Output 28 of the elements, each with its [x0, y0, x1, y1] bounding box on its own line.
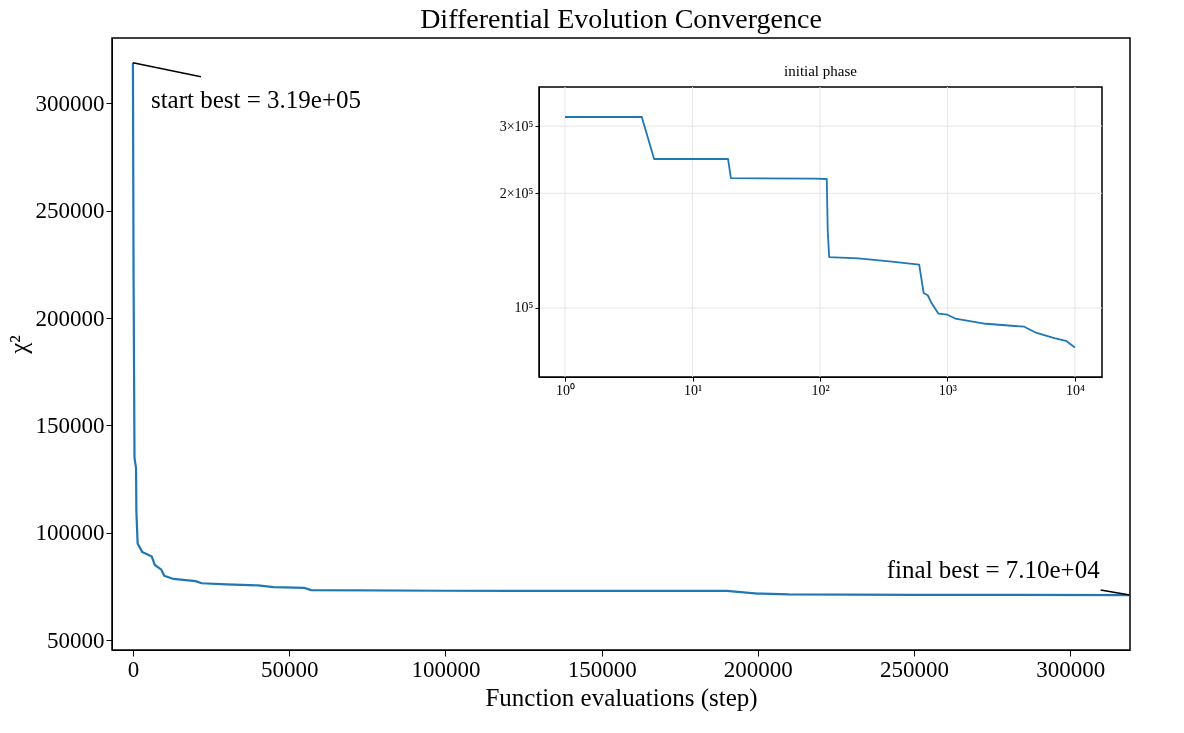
x-tick-label: 10³	[938, 382, 958, 398]
y-tick-label: 2×10⁵	[499, 185, 534, 201]
y-tick-label: 250000	[35, 198, 105, 224]
y-tick-label: 200000	[35, 305, 105, 331]
x-tick-label: 10⁴	[1066, 382, 1085, 398]
y-tick-label: 50000	[47, 627, 105, 653]
x-axis-title: Function evaluations (step)	[485, 683, 758, 712]
y-axis-title: χ²	[4, 335, 32, 355]
x-tick-label: 250000	[880, 656, 950, 682]
x-tick-label: 150000	[567, 656, 637, 682]
x-tick-label: 200000	[723, 656, 793, 682]
chart-title: Differential Evolution Convergence	[420, 3, 822, 34]
y-tick-label: 100000	[35, 520, 105, 546]
annotation: final best = 7.10e+04	[886, 556, 1101, 584]
x-tick-label: 10¹	[683, 382, 703, 398]
y-tick-label: 300000	[35, 90, 105, 116]
y-tick-label: 3×10⁵	[499, 118, 534, 134]
line-series	[131, 61, 1131, 597]
x-tick-label: 50000	[260, 656, 319, 682]
x-tick-label: 300000	[1036, 656, 1106, 682]
x-tick-label: 10⁰	[556, 382, 576, 398]
x-tick-label: 100000	[411, 656, 481, 682]
x-tick-label: 10²	[811, 382, 830, 398]
x-tick-label: 0	[127, 656, 140, 682]
annotation: start best = 3.19e+05	[150, 85, 362, 113]
chart-title: initial phase	[784, 63, 858, 79]
y-tick-label: 150000	[35, 412, 105, 438]
y-tick-label: 10⁵	[514, 300, 534, 316]
